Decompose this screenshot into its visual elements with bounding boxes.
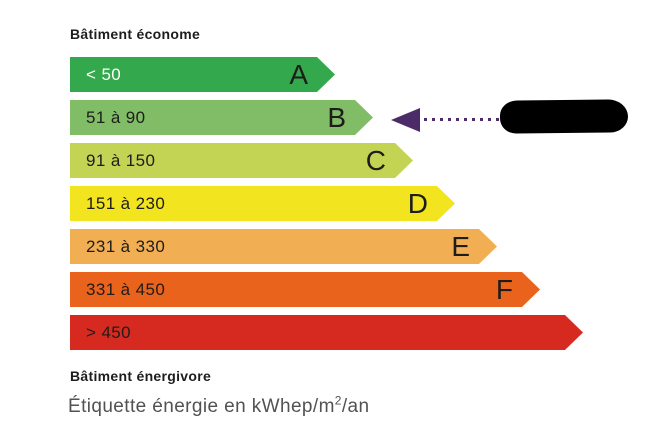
- energy-class-bar-c: 91 à 150 C: [70, 143, 413, 178]
- energy-class-bar-e: 231 à 330 E: [70, 229, 497, 264]
- class-letter-d: D: [407, 188, 428, 219]
- caption-prefix: Étiquette énergie en kWhep/m: [68, 396, 335, 417]
- energy-class-bar-g: > 450: [70, 315, 583, 350]
- energy-intensive-building-label: Bâtiment énergivore: [70, 368, 212, 384]
- energy-class-row-f: 331 à 450 F: [70, 272, 583, 307]
- energy-class-bar-d: 151 à 230 D: [70, 186, 455, 221]
- class-letter-a: A: [289, 59, 308, 90]
- class-letter-f: F: [495, 274, 513, 305]
- range-label-f: 331 à 450: [86, 280, 166, 299]
- energy-class-row-d: 151 à 230 D: [70, 186, 583, 221]
- energy-class-bar-a: < 50 A: [70, 57, 335, 92]
- energy-class-bar-f: 331 à 450 F: [70, 272, 540, 307]
- energy-class-bar-b: 51 à 90 B: [70, 100, 373, 135]
- energy-class-row-e: 231 à 330 E: [70, 229, 583, 264]
- class-letter-e: E: [451, 231, 470, 262]
- energy-class-row-c: 91 à 150 C: [70, 143, 583, 178]
- economical-building-label: Bâtiment économe: [70, 26, 201, 42]
- range-label-b: 51 à 90: [86, 108, 146, 127]
- class-letter-c: C: [365, 145, 386, 176]
- caption-suffix: /an: [341, 396, 370, 417]
- chart-caption: Étiquette énergie en kWhep/m2/an: [68, 393, 370, 418]
- range-label-e: 231 à 330: [86, 237, 166, 256]
- class-letter-b: B: [327, 102, 346, 133]
- pointer-dotted-line: [424, 118, 500, 121]
- redacted-value-blob: [499, 99, 629, 134]
- energy-class-row-g: > 450: [70, 315, 583, 350]
- energy-class-row-a: < 50 A: [70, 57, 583, 92]
- range-label-g: > 450: [86, 323, 132, 342]
- caption-superscript: 2: [334, 393, 342, 408]
- range-label-d: 151 à 230: [86, 194, 166, 213]
- energy-class-scale: < 50 A 51 à 90 B 91 à 150 C 151 à 230 D: [70, 57, 583, 358]
- energy-class-row-b: 51 à 90 B: [70, 100, 583, 135]
- range-label-c: 91 à 150: [86, 151, 156, 170]
- class-pointer-arrow-icon: [391, 108, 420, 132]
- range-label-a: < 50: [86, 65, 122, 84]
